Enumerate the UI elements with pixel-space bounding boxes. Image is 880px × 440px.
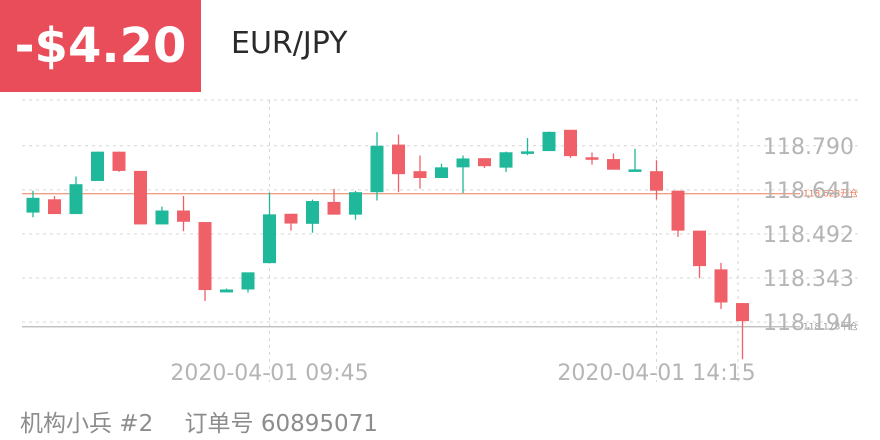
- candle: [263, 192, 276, 264]
- candle-body: [585, 157, 599, 160]
- reference-label-open: 118.628开仓: [803, 188, 858, 200]
- candle-body: [693, 230, 706, 267]
- candle-body: [26, 197, 40, 213]
- candle: [112, 151, 126, 172]
- candle: [413, 155, 427, 189]
- x-tick-label: 2020-04-01 09:45: [170, 361, 368, 386]
- order-footer: 机构小兵 #2 订单号 60895071: [20, 404, 378, 438]
- candles: [26, 129, 749, 360]
- candle-body: [413, 171, 427, 178]
- candle-body: [542, 131, 556, 152]
- candle: [349, 191, 362, 220]
- trader-name: 机构小兵 #2: [20, 411, 154, 437]
- y-tick-label: 118.641: [763, 179, 854, 204]
- candle-body: [607, 159, 620, 170]
- candle: [198, 222, 212, 302]
- candle-body: [671, 190, 685, 231]
- candle: [607, 153, 620, 170]
- candle: [478, 158, 491, 168]
- y-tick-labels: 118.790 118.641 118.492 118.343 118.194: [763, 135, 854, 336]
- y-tick-label: 118.790: [763, 135, 854, 160]
- candle-body: [327, 201, 341, 215]
- candle-body: [456, 158, 470, 168]
- pnl-value: -$4.20: [14, 18, 187, 74]
- candle-body: [564, 129, 577, 157]
- candle: [306, 199, 319, 233]
- candle-body: [435, 167, 448, 178]
- candle: [521, 138, 534, 156]
- symbol-title: EUR/JPY: [231, 26, 348, 61]
- candlestick-chart: 118.628开仓 118.178平仓 118.790 118.641 118.492…: [22, 99, 860, 386]
- candle: [69, 176, 83, 215]
- candle: [284, 213, 298, 231]
- candle: [241, 272, 255, 293]
- candle: [671, 190, 685, 237]
- y-tick-label: 118.343: [763, 267, 854, 292]
- reference-label-close: 118.178平仓: [803, 321, 858, 333]
- x-tick-labels: 2020-04-01 09:45 2020-04-01 14:15: [170, 361, 755, 386]
- candle: [134, 170, 147, 225]
- candle: [26, 190, 40, 218]
- candle-body: [91, 151, 104, 181]
- candle-body: [220, 289, 233, 293]
- candle-body: [714, 269, 728, 303]
- order-label: 订单号: [184, 411, 254, 437]
- candle-body: [736, 303, 749, 322]
- candle-body: [306, 201, 319, 224]
- candle: [220, 288, 233, 293]
- candle-body: [392, 144, 405, 175]
- candle-body: [628, 169, 642, 172]
- candle: [693, 230, 706, 279]
- candle: [564, 129, 577, 158]
- candle-body: [177, 210, 190, 222]
- y-tick-label: 118.194: [763, 311, 854, 336]
- pnl-badge: -$4.20: [0, 0, 201, 92]
- candle: [327, 188, 341, 215]
- candle-body: [198, 222, 212, 291]
- candle-body: [241, 272, 255, 290]
- candle: [628, 148, 642, 172]
- y-tick-label: 118.492: [763, 223, 854, 248]
- candle-body: [112, 151, 126, 171]
- candle-body: [155, 210, 169, 225]
- candle: [370, 132, 384, 201]
- candle-body: [499, 152, 513, 168]
- grid-layer: [22, 99, 860, 382]
- candle-body: [284, 213, 298, 224]
- reference-lines: 118.628开仓 118.178平仓: [22, 188, 858, 333]
- candle-body: [521, 151, 534, 154]
- candle: [542, 131, 556, 152]
- x-tick-label: 2020-04-01 14:15: [557, 361, 755, 386]
- candle-body: [48, 199, 61, 215]
- candle-body: [478, 158, 491, 167]
- order-number: 60895071: [260, 411, 378, 437]
- candle: [392, 134, 405, 193]
- candle: [177, 196, 190, 232]
- candle: [650, 160, 663, 200]
- candle-body: [650, 171, 663, 191]
- candle: [714, 262, 728, 309]
- candle-body: [370, 145, 384, 193]
- candle: [456, 155, 470, 194]
- candle: [585, 152, 599, 165]
- candle-body: [263, 214, 276, 264]
- candle: [736, 303, 749, 360]
- candle: [435, 163, 448, 178]
- candle: [155, 206, 169, 225]
- candle-body: [69, 184, 83, 215]
- candle: [499, 151, 513, 173]
- candle-body: [349, 192, 362, 215]
- candle: [48, 196, 61, 215]
- candle-body: [134, 170, 147, 225]
- candle: [91, 151, 104, 181]
